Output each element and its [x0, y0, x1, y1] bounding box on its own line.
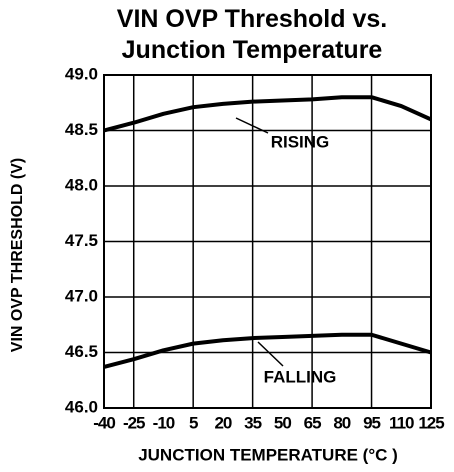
series-label: FALLING — [264, 367, 337, 386]
callout-leader — [257, 341, 284, 367]
series-line — [103, 95, 432, 133]
y-tick-label: 49.0 — [65, 64, 98, 83]
series-line — [103, 332, 432, 369]
x-tick-label: 20 — [214, 413, 231, 432]
y-axis-label: VIN OVP THRESHOLD (V) — [9, 158, 26, 352]
series-label: RISING — [271, 132, 330, 151]
x-tick-label: 35 — [244, 413, 261, 432]
x-tick-label: 80 — [333, 413, 350, 432]
y-tick-label: 48.5 — [65, 120, 98, 139]
callout-leader — [235, 117, 269, 134]
x-tick-label: 5 — [189, 413, 198, 432]
x-tick-label: 125 — [418, 413, 444, 432]
y-tick-label: 48.0 — [65, 175, 98, 194]
y-tick-label: 46.5 — [65, 342, 98, 361]
plot-frame — [103, 74, 432, 409]
y-tick-label: 46.0 — [65, 397, 98, 416]
x-tick-label: 110 — [389, 413, 414, 432]
x-tick-label: 65 — [304, 413, 321, 432]
x-tick-label: 95 — [363, 413, 380, 432]
chart-title: VIN OVP Threshold vs. Junction Temperatu… — [116, 5, 388, 64]
x-tick-label: -10 — [153, 413, 175, 432]
x-tick-label: 50 — [274, 413, 291, 432]
y-tick-label: 47.5 — [65, 231, 98, 250]
x-axis-label: JUNCTION TEMPERATURE (°C ) — [138, 445, 398, 464]
y-tick-label: 47.0 — [65, 286, 98, 305]
x-tick-label: -25 — [123, 413, 145, 432]
x-tick-label: -40 — [93, 413, 115, 432]
